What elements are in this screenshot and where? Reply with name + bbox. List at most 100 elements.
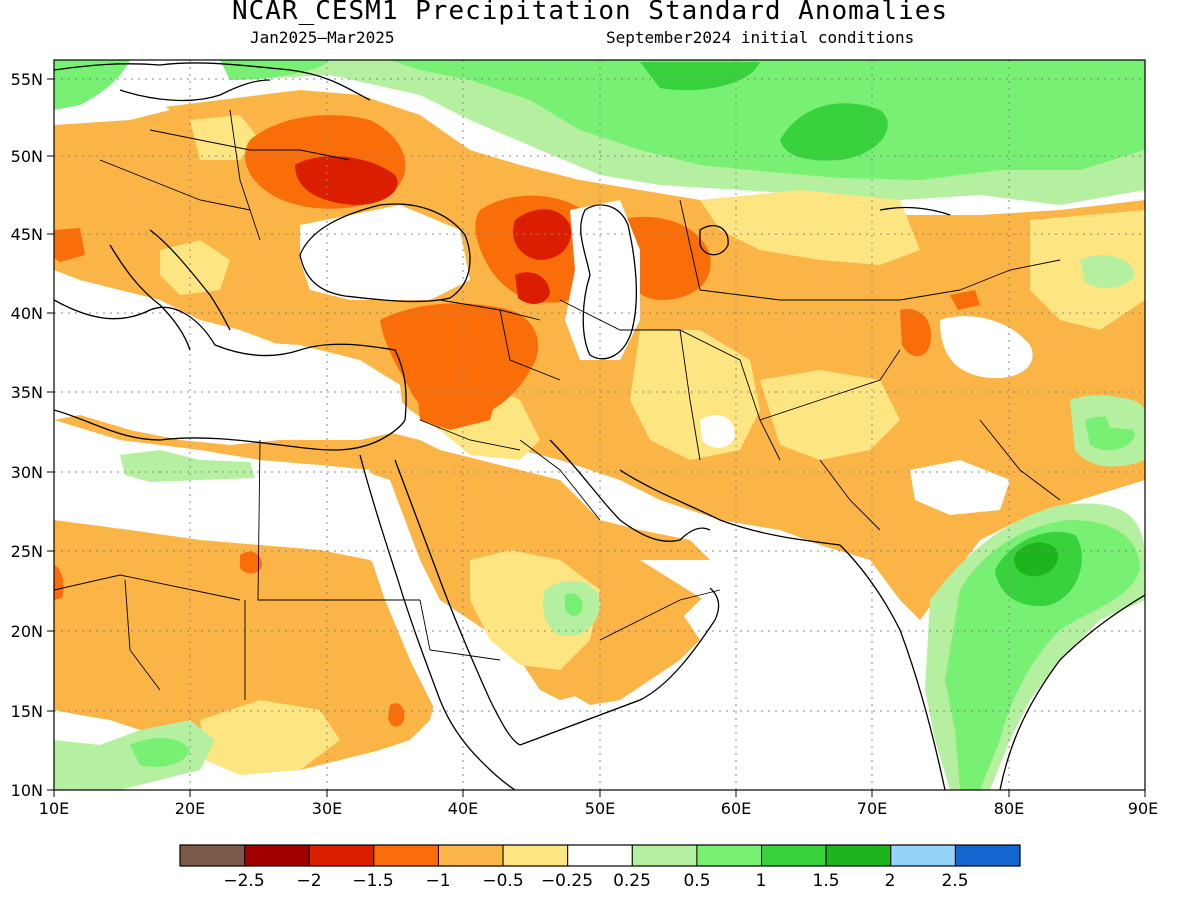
neutral-med	[54, 300, 405, 440]
colorbar-swatch	[825, 844, 892, 867]
wet-sahel-west	[54, 720, 215, 790]
strong-dry-small-2	[388, 703, 405, 727]
neutral-black-sea	[300, 205, 470, 300]
strong-dry-small-3	[54, 565, 64, 600]
red-sea-east	[394, 459, 521, 746]
aral-sea	[699, 225, 729, 256]
neutral-iran-patch	[700, 415, 735, 448]
med-south-coast	[54, 409, 406, 451]
colorbar-label: −0.5	[482, 871, 523, 891]
map-title: NCAR_CESM1 Precipitation Standard Anomal…	[231, 0, 949, 26]
lon-tick-label: 20E	[175, 799, 205, 818]
africa-horn	[479, 759, 516, 790]
wet-sahel-west-core	[130, 738, 190, 767]
colorbar-swatch	[244, 844, 310, 867]
north-green-core	[390, 60, 1145, 180]
colorbar-swatches	[179, 844, 1021, 867]
lat-tick-label: 30N	[11, 463, 43, 482]
colorbar-swatch	[761, 844, 827, 867]
fringe-sahel	[200, 700, 340, 775]
lat-tick-labels: 55N 50N 45N 40N 35N 30N 25N 20N 15N 10N	[11, 70, 43, 800]
lat-tick-label: 25N	[11, 542, 43, 561]
med-north-coast	[54, 299, 407, 421]
colorbar-swatch	[890, 844, 956, 867]
lat-tick-label: 10N	[11, 781, 43, 800]
neutral-east-africa	[430, 720, 690, 790]
very-dry-caucasus	[512, 209, 571, 260]
arabia-south-coast	[519, 587, 720, 746]
wet-arabia-south-core	[565, 593, 583, 616]
colorbar-label: −2.5	[223, 871, 264, 891]
neutral-caspian	[565, 200, 640, 360]
lon-tick-label: 30E	[312, 799, 342, 818]
initial-conditions: September2024 initial conditions	[606, 28, 915, 47]
north-green-strong	[780, 103, 888, 161]
wet-east-north	[1080, 255, 1135, 289]
colorbar-label: 0.5	[683, 871, 710, 891]
north-green-strong-2	[640, 62, 760, 91]
india-east-coast	[999, 594, 1145, 790]
neutral-south-asia	[910, 460, 1010, 515]
black-sea-coast	[299, 203, 471, 303]
lat-tick-label: 15N	[11, 702, 43, 721]
colorbar-label: 2.5	[941, 871, 968, 891]
wet-sahara	[120, 450, 255, 482]
lon-tick-labels: 10E 20E 30E 40E 50E 60E 70E 80E 90E	[39, 799, 1158, 818]
lat-tick-label: 20N	[11, 622, 43, 641]
colorbar-label: −0.25	[541, 871, 593, 891]
lat-tick-label: 35N	[11, 383, 43, 402]
neutral-red-sea	[360, 470, 500, 760]
lat-tick-label: 55N	[11, 70, 43, 89]
baltic-coast	[119, 79, 271, 102]
lon-tick-label: 40E	[448, 799, 478, 818]
fringe-central-asia	[700, 190, 920, 265]
colorbar-swatch	[308, 844, 375, 867]
dry-field-sahel	[54, 520, 440, 770]
colorbar: −2.5 −2 −1.5 −1 −0.5 −0.25 0.25 0.5 1 1.…	[179, 844, 1021, 891]
strong-dry-levant	[415, 365, 500, 430]
colorbar-frame	[179, 844, 1021, 867]
wet-east-2	[1100, 397, 1145, 430]
iran-coast	[619, 469, 841, 546]
colorbar-swatch	[502, 844, 569, 867]
strong-dry-small-1	[240, 551, 262, 574]
lon-tick-label: 60E	[721, 799, 751, 818]
wet-india-east-core	[945, 520, 1140, 790]
fringe-balkans	[160, 240, 230, 295]
india-west-coast	[839, 544, 946, 790]
borders	[54, 109, 1061, 700]
colorbar-label: −2	[296, 871, 321, 891]
colorbar-label: −1.5	[352, 871, 393, 891]
very-dry-georgia	[515, 272, 550, 304]
caspian-coast	[580, 204, 638, 360]
lon-tick-label: 80E	[994, 799, 1024, 818]
italy	[109, 244, 191, 351]
forecast-period: Jan2025–Mar2025	[250, 28, 395, 47]
coastlines	[54, 62, 1145, 790]
fringe-red-sea	[470, 550, 600, 670]
graticule	[54, 60, 1145, 790]
lon-tick-label: 50E	[585, 799, 615, 818]
colorbar-swatch	[954, 844, 1021, 867]
colorbar-swatch	[567, 844, 633, 867]
lon-tick-label: 90E	[1128, 799, 1158, 818]
lat-tick-label: 45N	[11, 225, 43, 244]
persian-gulf	[549, 439, 711, 542]
west-green-patch	[54, 60, 130, 110]
lon-tick-label: 10E	[39, 799, 69, 818]
strong-dry-small-5	[950, 290, 980, 310]
colorbar-swatch	[696, 844, 763, 867]
colorbar-label: 2	[885, 871, 896, 891]
lat-tick-label: 50N	[11, 147, 43, 166]
neutral-africa-patch	[54, 470, 150, 520]
strong-dry-tianshan	[900, 309, 931, 357]
red-sea-west	[359, 454, 481, 761]
wet-india-east-peak	[1014, 542, 1059, 577]
west-green-patch-2	[220, 60, 330, 80]
europe-north	[54, 62, 371, 101]
colorbar-labels: −2.5 −2 −1.5 −1 −0.5 −0.25 0.25 0.5 1 1.…	[223, 871, 968, 891]
very-dry-ukraine	[295, 156, 398, 205]
neutral-arabia-sea	[620, 560, 950, 790]
colorbar-label: 0.25	[613, 871, 651, 891]
